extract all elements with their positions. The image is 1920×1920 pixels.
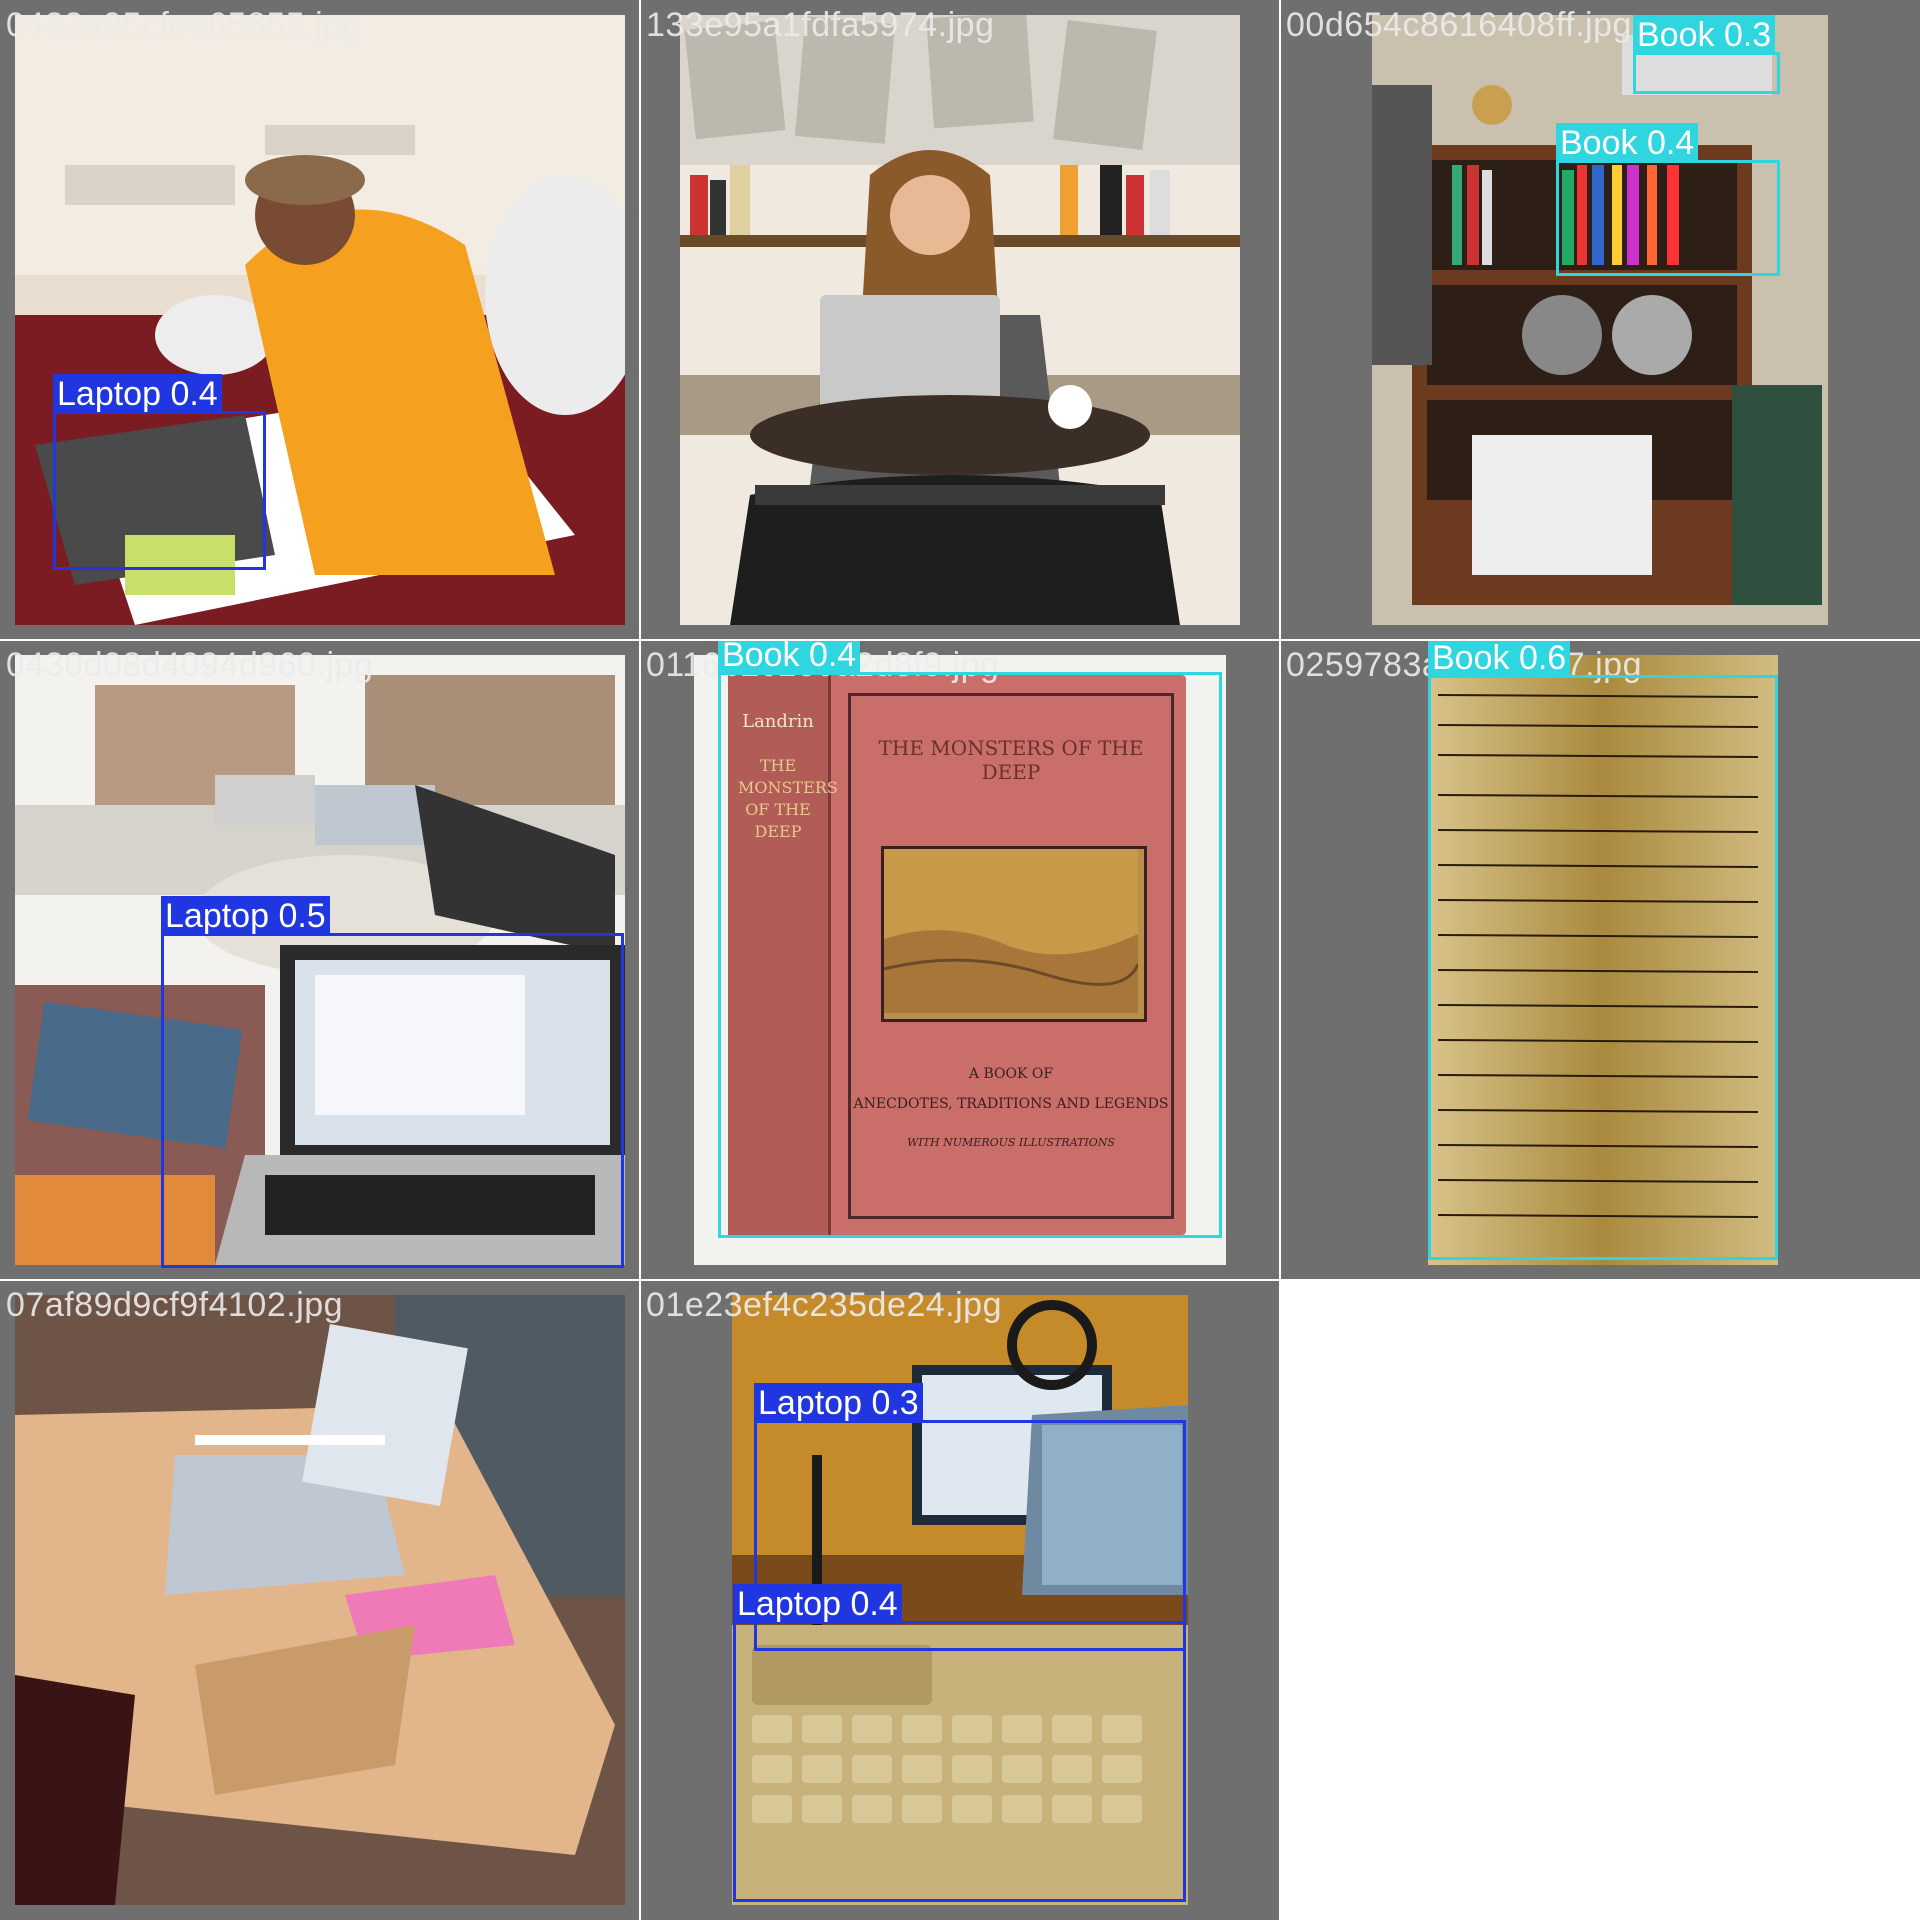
grid-cell-6: 0259783a6f0cdeb7.jpg Book 0.6 [1280, 640, 1920, 1280]
cover-frame: THE MONSTERS OF THE DEEP A BOOK OF ANECD… [848, 693, 1174, 1219]
book-detection-box: Book 0.3 [1633, 15, 1780, 94]
detection-label: Book 0.3 [1633, 15, 1776, 55]
cover-subtitle: A BOOK OF [968, 1066, 1054, 1082]
spine-author: Landrin [742, 711, 814, 732]
filename-label: 01e23ef4c235de24.jpg [646, 1286, 1002, 1324]
detection-label: Book 0.6 [1428, 640, 1571, 678]
grid-cell-4: 0430d08d4094d960.jpg Laptop 0.5 [0, 640, 640, 1280]
photo-man-laptop [15, 15, 625, 625]
grid-divider-v1 [639, 0, 641, 1920]
detection-label: Laptop 0.4 [53, 374, 222, 414]
photo-laptop-outdoor [15, 655, 625, 1265]
filename-label: 0433a95cfee65855.jpg [6, 6, 362, 44]
photo-bookshelf [1372, 15, 1828, 625]
grid-divider-h2 [0, 1279, 1920, 1281]
photo-desk-laptop [15, 1295, 625, 1905]
detection-label: Laptop 0.3 [754, 1383, 923, 1423]
photo-book-cover: Landrin THE MONSTERS OF THE DEEP THE MON… [694, 655, 1226, 1265]
filename-label: 00d654c8616408ff.jpg [1286, 6, 1632, 44]
photo-woman-cafe [680, 15, 1240, 625]
grid-divider-h1 [0, 639, 1920, 641]
cover-illustration [881, 846, 1147, 1022]
grid-cell-8: 01e23ef4c235de24.jpg Laptop 0.3 Laptop 0… [640, 1280, 1280, 1920]
grid-cell-1: 0433a95cfee65855.jpg Laptop 0.4 [0, 0, 640, 640]
book-detection-box: Book 0.6 [1428, 640, 1778, 1260]
laptop-detection-box: Laptop 0.4 [53, 374, 266, 570]
book-body: Landrin THE MONSTERS OF THE DEEP THE MON… [728, 675, 1186, 1235]
filename-label: 0430d08d4094d960.jpg [6, 646, 374, 684]
cover-subtitle-2: ANECDOTES, TRADITIONS AND LEGENDS [853, 1096, 1169, 1112]
laptop-detection-box: Laptop 0.5 [161, 896, 624, 1268]
grid-cell-2: 133e95a1fdfa5974.jpg [640, 0, 1280, 640]
detection-label: Laptop 0.5 [161, 896, 330, 936]
grid-divider-v2 [1279, 0, 1281, 1920]
book-detection-box: Book 0.4 [718, 640, 1222, 1238]
book-spine: Landrin THE MONSTERS OF THE DEEP [728, 675, 838, 1235]
cover-title: THE MONSTERS OF THE DEEP [878, 736, 1144, 784]
spine-title: THE MONSTERS OF THE DEEP [738, 756, 838, 841]
detection-label: Book 0.4 [718, 640, 861, 675]
filename-label: 133e95a1fdfa5974.jpg [646, 6, 995, 44]
filename-label: 07af89d9cf9f4102.jpg [6, 1286, 344, 1324]
detection-label: Book 0.4 [1556, 123, 1699, 163]
book-detection-box: Book 0.4 [1556, 123, 1780, 276]
laptop-detection-box: Laptop 0.3 [754, 1383, 1186, 1651]
detection-label: Laptop 0.4 [733, 1584, 902, 1624]
grid-cell-7: 07af89d9cf9f4102.jpg [0, 1280, 640, 1920]
grid-cell-3: 00d654c8616408ff.jpg Book 0.3 Book 0.4 [1280, 0, 1920, 640]
cover-subtitle-3: WITH NUMEROUS ILLUSTRATIONS [907, 1136, 1115, 1149]
grid-cell-5: Landrin THE MONSTERS OF THE DEEP THE MON… [640, 640, 1280, 1280]
photo-manuscript [1428, 655, 1778, 1265]
laptop-detection-box: Laptop 0.4 [733, 1584, 1186, 1902]
